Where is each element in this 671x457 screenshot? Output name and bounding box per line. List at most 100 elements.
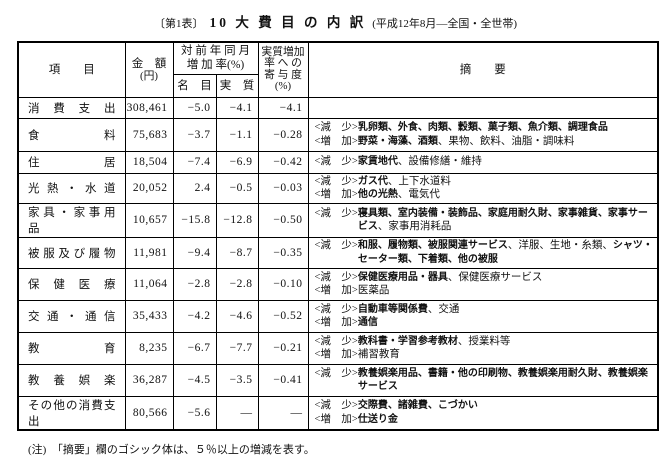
cell-amount: 11,064 <box>124 267 174 301</box>
remark-item: 、電気代 <box>397 189 440 200</box>
cell-contribution: −0.35 <box>257 236 309 269</box>
remark-items: 交際費、諸雑費、こづかい <box>358 399 653 413</box>
cell-item-label: 被 服 及 び 履 物 <box>17 236 126 269</box>
remark-item: 、洋服、生地・糸類、 <box>507 240 613 251</box>
remark-items: 通信 <box>358 316 653 330</box>
cell-remarks: <減 少> 教養娯楽用品、書籍・他の印刷物、教養娯楽用耐久財、教養娯楽サービス <box>307 363 659 397</box>
cell-amount: 308,461 <box>124 96 174 119</box>
table-row-clothing: 被 服 及 び 履 物 11,981 −9.4 −8.7 −0.35 <減 少>… <box>17 236 659 269</box>
remark-label: <減 少> <box>314 335 358 347</box>
cell-contribution: −0.41 <box>257 363 309 397</box>
table-row-consumption-total: 消 費 支 出 308,461 −5.0 −4.1 −4.1 <box>17 96 659 119</box>
cell-real-rate: −2.8 <box>215 267 259 301</box>
remark-items: 仕送り金 <box>358 413 653 427</box>
cell-item-label: 交 通 ・ 通 信 <box>17 299 126 333</box>
cell-amount: 8,235 <box>124 331 174 365</box>
remark-item-gothic: 自動車等関係費 <box>357 303 428 315</box>
cell-nominal-rate: −4.5 <box>172 363 217 397</box>
cell-item-label: その他の消費支出 <box>17 395 126 430</box>
col-header-contribution: 実質増加 率 へ の 寄 与 度 (%) <box>257 41 309 98</box>
remark-item-gothic: 野菜・海藻、酒類 <box>357 135 438 147</box>
cell-remarks: <減 少> 交際費、諸雑費、こづかい <増 加> 仕送り金 <box>307 395 659 430</box>
table-row-food: 食 料 75,683 −3.7 −1.1 −0.28 <減 少> 乳卵類、外食、… <box>17 117 659 152</box>
remark-item-gothic: 家賃地代 <box>357 156 398 168</box>
cell-nominal-rate: −7.4 <box>172 150 217 174</box>
remark-line-decrease: <減 少> ガス代、上下水道料 <box>315 175 654 189</box>
col-header-amount-unit: (円) <box>140 70 158 82</box>
remark-item-gothic: 和服、履物類、被服関連サービス <box>357 240 508 251</box>
cell-amount: 75,683 <box>124 117 174 152</box>
remark-items: 教養娯楽用品、書籍・他の印刷物、教養娯楽用耐久財、教養娯楽サービス <box>358 367 653 394</box>
expense-breakdown-table: 項 目 金 額 (円) 対 前 年 同 月 増 加 率(%) 実質増加 率 へ … <box>17 41 659 431</box>
remark-items: 和服、履物類、被服関連サービス、洋服、生地・糸類、シャツ・セーター類、下着類、他… <box>358 239 653 266</box>
remark-label: <減 少> <box>314 303 358 315</box>
remark-label: <減 少> <box>314 271 358 283</box>
remark-items: 家賃地代、設備修繕・維持 <box>358 155 653 169</box>
col-header-item: 項 目 <box>17 41 126 98</box>
col-header-contribution-line3: 寄 与 度 <box>264 68 302 81</box>
cell-remarks: <減 少> 教科書・学習参考教材、授業料等 <増 加> 補習教育 <box>307 331 659 365</box>
title-period: (平成12年8月―全国・全世帯) <box>372 18 518 30</box>
col-header-real: 実 質 <box>215 73 259 98</box>
cell-item-label: 住 居 <box>17 150 126 174</box>
col-header-contribution-line2: 率 へ の <box>264 57 302 70</box>
remark-label: <減 少> <box>314 122 358 133</box>
cell-nominal-rate: −4.2 <box>172 299 217 333</box>
remark-label: <増 加> <box>314 349 358 360</box>
remark-label: <増 加> <box>314 413 358 425</box>
cell-nominal-rate: −3.7 <box>172 117 217 152</box>
cell-real-rate: −6.9 <box>215 150 259 174</box>
cell-amount: 35,433 <box>124 299 174 333</box>
cell-real-rate: −4.1 <box>215 96 259 119</box>
remark-item: 、授業料等 <box>457 335 511 347</box>
cell-remarks: <減 少> 家賃地代、設備修繕・維持 <box>307 150 659 174</box>
cell-real-rate: −1.1 <box>215 117 259 152</box>
remark-item-gothic: 通信 <box>357 317 378 328</box>
remark-label: <増 加> <box>314 285 358 296</box>
cell-item-label: 教 養 娯 楽 <box>17 363 126 397</box>
remark-line-decrease: <減 少> 自動車等関係費、交通 <box>315 303 654 317</box>
cell-item-label: 保 健 医 療 <box>17 267 126 301</box>
remark-line-decrease: <減 少> 寝具類、室内装備・装飾品、家庭用耐久財、家事雑貨、家事サービス、家事… <box>315 207 654 234</box>
cell-remarks <box>307 96 659 119</box>
table-row-other: その他の消費支出 80,566 −5.6 — — <減 少> 交際費、諸雑費、こ… <box>17 395 659 430</box>
table-row-transport: 交 通 ・ 通 信 35,433 −4.2 −4.6 −0.52 <減 少> 自… <box>17 299 659 333</box>
cell-item-label: 光 熱 ・ 水 道 <box>17 172 126 204</box>
cell-nominal-rate: −5.6 <box>172 395 217 430</box>
remark-line-increase: <増 加> 通信 <box>315 316 654 330</box>
cell-real-rate: −8.7 <box>215 236 259 269</box>
remark-items: 他の光熱、電気代 <box>358 188 653 202</box>
col-header-yoy-line2: 増 加 率(%) <box>186 59 245 72</box>
cell-nominal-rate: −15.8 <box>172 202 217 238</box>
remark-items: 医薬品 <box>358 284 653 298</box>
table-row-education: 教 育 8,235 −6.7 −7.7 −0.21 <減 少> 教科書・学習参考… <box>17 331 659 365</box>
table-row-recreation: 教 養 娯 楽 36,287 −4.5 −3.5 −0.41 <減 少> 教養娯… <box>17 363 659 397</box>
remark-item-gothic: 教養娯楽用品、書籍・他の印刷物、教養娯楽用耐久財、教養娯楽サービス <box>357 367 648 393</box>
cell-item-label: 家 具 ・ 家 事 用 品 <box>17 202 126 238</box>
cell-contribution: −0.42 <box>257 150 309 174</box>
table-row-utilities: 光 熱 ・ 水 道 20,052 2.4 −0.5 −0.03 <減 少> ガス… <box>17 172 659 204</box>
remark-item: 、家事用消耗品 <box>377 221 452 232</box>
remark-line-decrease: <減 少> 教科書・学習参考教材、授業料等 <box>315 335 654 349</box>
col-header-nominal: 名 目 <box>172 73 217 98</box>
cell-item-label: 食 料 <box>17 117 126 152</box>
remark-item-gothic: 教科書・学習参考教材 <box>357 335 458 347</box>
remark-items: 寝具類、室内装備・装飾品、家庭用耐久財、家事雑貨、家事サービス、家事用消耗品 <box>358 207 653 234</box>
remark-line-decrease: <減 少> 家賃地代、設備修繕・維持 <box>315 155 654 169</box>
remark-items: ガス代、上下水道料 <box>358 175 653 189</box>
remark-label: <減 少> <box>314 207 358 219</box>
cell-nominal-rate: 2.4 <box>172 172 217 204</box>
cell-nominal-rate: −9.4 <box>172 236 217 269</box>
col-header-amount: 金 額 (円) <box>124 41 174 98</box>
cell-contribution: −0.28 <box>257 117 309 152</box>
remark-items: 保健医療用品・器具、保健医療サービス <box>358 271 653 285</box>
cell-remarks: <減 少> 和服、履物類、被服関連サービス、洋服、生地・糸類、シャツ・セーター類… <box>307 236 659 269</box>
cell-contribution: −0.21 <box>257 331 309 365</box>
cell-real-rate: −3.5 <box>215 363 259 397</box>
remark-item: 補習教育 <box>357 349 400 360</box>
cell-real-rate: −7.7 <box>215 331 259 365</box>
remark-item-gothic: 寝具類、室内装備・装飾品、家庭用耐久財、家事雑貨、家事サービス <box>357 207 648 233</box>
remark-line-increase: <増 加> 仕送り金 <box>315 413 654 427</box>
remark-label: <増 加> <box>314 189 358 200</box>
header-row-2: 名 目 実 質 <box>18 73 658 98</box>
